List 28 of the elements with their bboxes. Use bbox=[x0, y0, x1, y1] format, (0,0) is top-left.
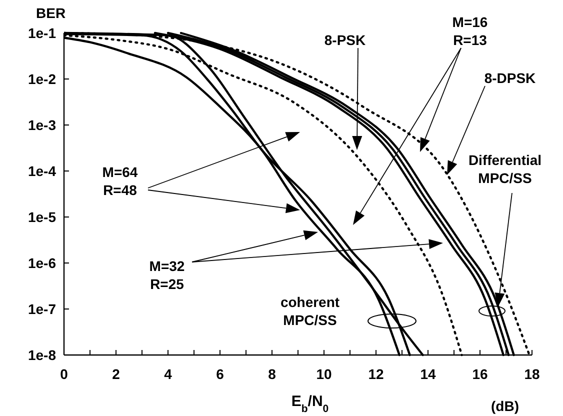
y-tick-label: 1e-3 bbox=[28, 116, 56, 133]
x-axis-title: E$_{b}$/N$_{0}$ bbox=[291, 393, 329, 415]
x-tick-label: 4 bbox=[164, 366, 172, 382]
x-tick-label: 8 bbox=[268, 366, 276, 382]
x-tick-label: 10 bbox=[316, 366, 332, 382]
annotation: Differential MPC/SS bbox=[468, 152, 542, 186]
annotation: 8-PSK bbox=[324, 32, 366, 48]
annotation: M=32 R=25 bbox=[149, 258, 185, 292]
x-tick-label: 14 bbox=[420, 366, 436, 382]
y-tick-label: 1e-5 bbox=[28, 208, 56, 225]
y-axis-title: BER bbox=[36, 5, 66, 21]
y-tick-label: 1e-8 bbox=[28, 346, 56, 363]
annotation: M=64 R=48 bbox=[102, 164, 138, 198]
y-tick-label: 1e-1 bbox=[28, 24, 56, 41]
y-tick-label: 1e-6 bbox=[28, 254, 56, 271]
x-tick-label: 12 bbox=[368, 366, 384, 382]
y-tick-label: 1e-7 bbox=[28, 300, 56, 317]
y-tick-label: 1e-2 bbox=[28, 70, 56, 87]
x-tick-label: 0 bbox=[60, 366, 68, 382]
annotation: coherent MPC/SS bbox=[280, 294, 340, 328]
x-tick-label: 2 bbox=[112, 366, 120, 382]
x-tick-label: 6 bbox=[216, 366, 224, 382]
y-tick-label: 1e-4 bbox=[28, 162, 56, 179]
annotation: M=16 R=13 bbox=[452, 14, 488, 48]
text: (dB) bbox=[491, 398, 519, 414]
x-tick-label: 18 bbox=[524, 366, 540, 382]
annotation: 8-DPSK bbox=[484, 70, 536, 86]
x-tick-label: 16 bbox=[472, 366, 488, 382]
